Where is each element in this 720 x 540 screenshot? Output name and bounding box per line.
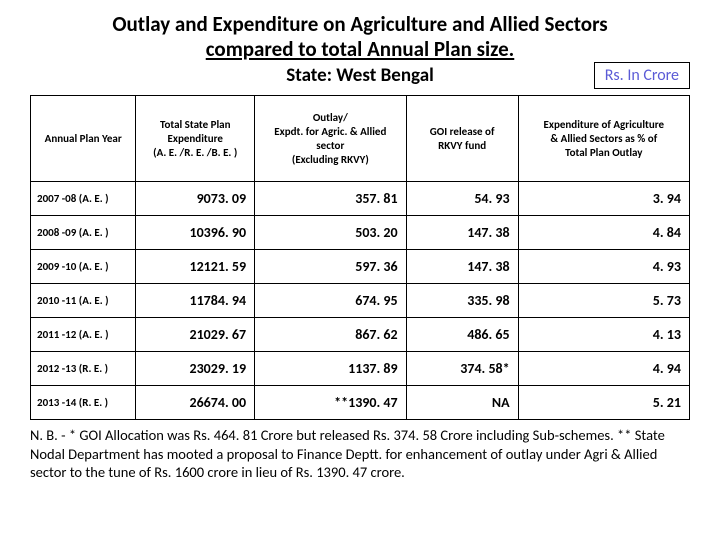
table-body: 2007 -08 (A. E. ) 9073. 09 357. 81 54. 9… [31,182,690,420]
cell-year: 2007 -08 (A. E. ) [31,182,136,216]
table-row: 2008 -09 (A. E. ) 10396. 90 503. 20 147.… [31,216,690,250]
cell-year: 2008 -09 (A. E. ) [31,216,136,250]
cell-total: 26674. 00 [136,386,255,420]
cell-total: 12121. 59 [136,250,255,284]
cell-total: 23029. 19 [136,352,255,386]
title-line1: Outlay and Expenditure on Agriculture an… [112,11,607,37]
cell-goi: 335. 98 [406,284,518,318]
title-line2: compared to total Annual Plan size. [206,36,515,62]
table-header-row: Annual Plan Year Total State PlanExpendi… [31,96,690,182]
subtitle-row: State: West Bengal Rs. In Crore [30,64,690,87]
cell-outlay: 597. 36 [255,250,407,284]
col-header-year: Annual Plan Year [31,96,136,182]
cell-year: 2013 -14 (R. E. ) [31,386,136,420]
cell-pct: 3. 94 [518,182,689,216]
col-header-pct: Expenditure of Agriculture& Allied Secto… [518,96,689,182]
unit-box: Rs. In Crore [594,62,690,89]
cell-total: 10396. 90 [136,216,255,250]
cell-year: 2011 -12 (A. E. ) [31,318,136,352]
col-header-goi: GOI release ofRKVY fund [406,96,518,182]
cell-goi: 374. 58* [406,352,518,386]
col-header-total: Total State PlanExpenditure(A. E. /R. E.… [136,96,255,182]
cell-year: 2009 -10 (A. E. ) [31,250,136,284]
cell-total: 11784. 94 [136,284,255,318]
table-row: 2012 -13 (R. E. ) 23029. 19 1137. 89 374… [31,352,690,386]
cell-outlay: 1137. 89 [255,352,407,386]
cell-goi: 147. 38 [406,250,518,284]
cell-outlay: 674. 95 [255,284,407,318]
table-row: 2010 -11 (A. E. ) 11784. 94 674. 95 335.… [31,284,690,318]
cell-total: 9073. 09 [136,182,255,216]
cell-goi: 54. 93 [406,182,518,216]
cell-pct: 4. 94 [518,352,689,386]
data-table: Annual Plan Year Total State PlanExpendi… [30,95,690,420]
cell-year: 2012 -13 (R. E. ) [31,352,136,386]
cell-total: 21029. 67 [136,318,255,352]
page-title: Outlay and Expenditure on Agriculture an… [30,12,690,62]
cell-outlay: 867. 62 [255,318,407,352]
table-row: 2011 -12 (A. E. ) 21029. 67 867. 62 486.… [31,318,690,352]
cell-goi: 147. 38 [406,216,518,250]
table-row: 2013 -14 (R. E. ) 26674. 00 **1390. 47 N… [31,386,690,420]
col-header-outlay: Outlay/Expdt. for Agric. & Alliedsector(… [255,96,407,182]
footnote: N. B. - * GOI Allocation was Rs. 464. 81… [30,426,690,480]
table-row: 2009 -10 (A. E. ) 12121. 59 597. 36 147.… [31,250,690,284]
state-subtitle: State: West Bengal [286,64,434,87]
cell-goi: NA [406,386,518,420]
cell-outlay: 357. 81 [255,182,407,216]
table-row: 2007 -08 (A. E. ) 9073. 09 357. 81 54. 9… [31,182,690,216]
cell-year: 2010 -11 (A. E. ) [31,284,136,318]
cell-outlay: 503. 20 [255,216,407,250]
cell-pct: 4. 84 [518,216,689,250]
cell-goi: 486. 65 [406,318,518,352]
cell-pct: 4. 93 [518,250,689,284]
cell-pct: 5. 21 [518,386,689,420]
cell-pct: 5. 73 [518,284,689,318]
cell-pct: 4. 13 [518,318,689,352]
cell-outlay: **1390. 47 [255,386,407,420]
